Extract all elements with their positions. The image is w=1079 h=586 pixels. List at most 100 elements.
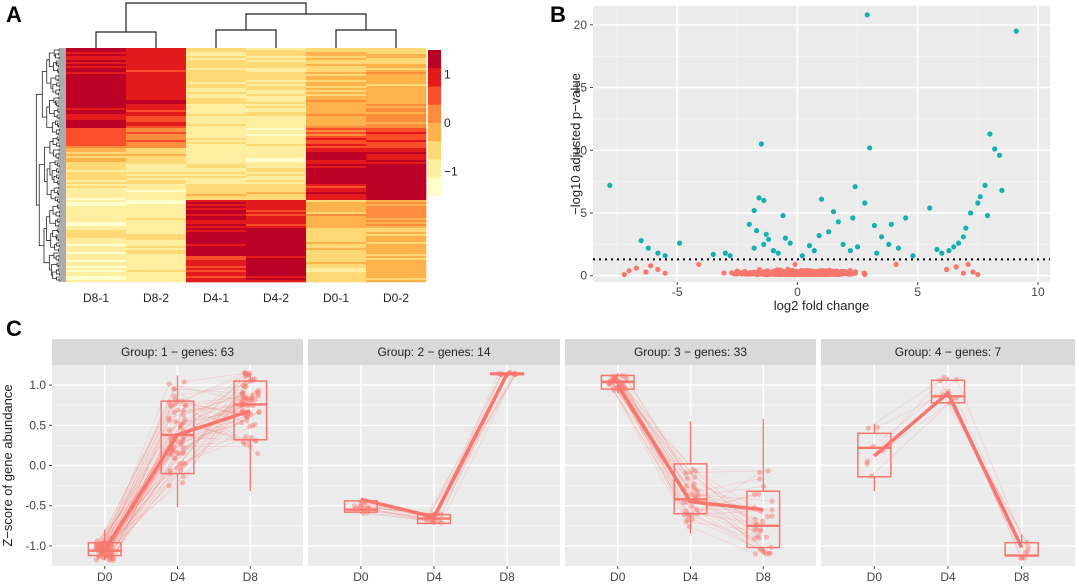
heatmap-cell: [306, 74, 367, 77]
x-tick-label: D0: [867, 570, 883, 584]
heatmap-cell: [186, 122, 247, 125]
boxplot: [600, 373, 635, 394]
dendrogram-link: [56, 174, 66, 179]
heatmap-cell: [366, 50, 427, 53]
heatmap-cell: [246, 98, 307, 101]
dendrogram-link: [58, 124, 66, 128]
heatmap-cell: [66, 64, 127, 67]
gene-point: [177, 425, 183, 431]
heatmap-column-dendrogram: [95, 2, 397, 48]
dendrogram-link: [57, 70, 66, 74]
heatmap-cell: [186, 130, 247, 133]
heatmap-cell: [186, 142, 247, 145]
heatmap-cell: [366, 128, 427, 131]
gene-point: [249, 395, 255, 401]
heatmap-cell: [186, 88, 247, 91]
heatmap-cell: [366, 236, 427, 239]
heatmap-cell: [246, 256, 307, 259]
significant-point: [977, 194, 983, 200]
mean-trend-line: [103, 409, 251, 551]
dendrogram-link: [58, 176, 66, 180]
heatmap-cell: [306, 164, 367, 167]
heatmap-cell: [366, 52, 427, 55]
heatmap-cell: [66, 152, 127, 155]
gene-trajectory-line: [102, 372, 245, 544]
x-tick-label: D0: [353, 570, 369, 584]
heatmap-cell: [246, 190, 307, 193]
dendrogram-link: [58, 88, 66, 92]
dendrogram-link: [57, 68, 66, 73]
gene-trajectory-line: [612, 382, 757, 526]
heatmap-cell: [186, 106, 247, 109]
heatmap-cell: [126, 136, 187, 139]
heatmap-cell: [246, 120, 307, 123]
heatmap-cell: [306, 128, 367, 131]
dendrogram-link: [49, 209, 56, 224]
heatmap-cell: [246, 244, 307, 247]
heatmap-cell: [66, 274, 127, 277]
heatmap-cell: [246, 104, 307, 107]
gene-point: [247, 424, 253, 430]
heatmap-cell: [126, 96, 187, 99]
nonsignificant-point: [819, 271, 825, 277]
heatmap-cell: [246, 220, 307, 223]
gene-point: [763, 551, 769, 557]
heatmap-cell: [246, 64, 307, 67]
heatmap-cell: [186, 206, 247, 209]
heatmap-cell: [246, 66, 307, 69]
heatmap-cell: [246, 186, 307, 189]
significant-point: [751, 245, 757, 251]
gene-point: [94, 543, 101, 550]
heatmap-cell: [246, 212, 307, 215]
heatmap-cell: [66, 54, 127, 57]
heatmap-cell: [306, 56, 367, 59]
heatmap-cell: [126, 90, 187, 93]
heatmap-cell: [246, 100, 307, 103]
heatmap-color-legend: 1 0 −1: [428, 50, 458, 197]
gene-trajectory-line: [621, 375, 761, 521]
heatmap-cell: [246, 266, 307, 269]
significant-point: [758, 141, 765, 147]
heatmap-cell: [306, 216, 367, 219]
facet-title: Group: 1 − genes: 63: [121, 345, 234, 359]
heatmap-cell: [186, 170, 247, 173]
heatmap-cell: [66, 102, 127, 105]
heatmap-cell: [246, 108, 307, 111]
heatmap-cell: [186, 84, 247, 87]
heatmap-cell: [126, 144, 187, 147]
heatmap-cell: [366, 106, 427, 109]
heatmap-cell: [306, 86, 367, 89]
dendrogram-link: [58, 116, 66, 120]
heatmap-cell: [66, 190, 127, 193]
boxplot-box: [930, 379, 966, 404]
dendrogram-link: [49, 99, 55, 114]
gene-trajectory-line: [110, 436, 247, 558]
heatmap-cell: [186, 102, 247, 105]
heatmap-cell: [306, 240, 367, 243]
gene-point: [249, 392, 255, 398]
heatmap-cell: [126, 220, 187, 223]
heatmap-cell: [306, 204, 367, 207]
gene-point: [242, 370, 248, 376]
heatmap-cell: [126, 150, 187, 153]
heatmap-cell: [366, 164, 427, 167]
dendrogram-link: [55, 255, 59, 261]
gene-point: [693, 493, 699, 499]
gene-point: [254, 389, 260, 395]
gene-point: [248, 411, 254, 418]
gene-point: [243, 370, 249, 376]
heatmap-cell: [126, 182, 187, 185]
heatmap-cell: [366, 210, 427, 213]
gene-point: [689, 491, 695, 497]
significant-point: [939, 250, 945, 256]
heatmap-cell: [246, 204, 307, 207]
boxplot: [233, 373, 268, 492]
gene-point: [97, 544, 103, 551]
gene-point: [758, 527, 764, 533]
heatmap-cell: [306, 146, 367, 149]
significant-point: [766, 236, 772, 242]
heatmap-cell: [306, 212, 367, 215]
significant-point: [816, 233, 822, 239]
heatmap-cell: [186, 82, 247, 85]
gene-point: [690, 484, 696, 490]
